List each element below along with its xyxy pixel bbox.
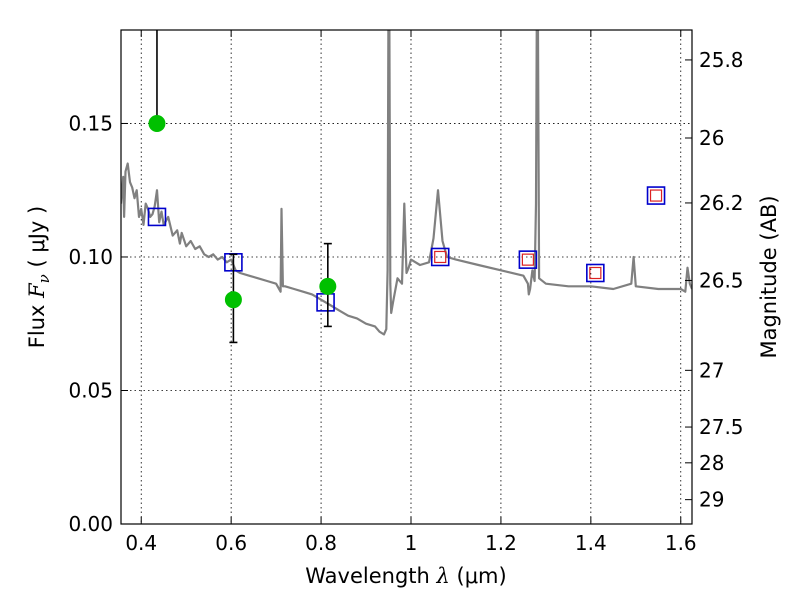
model-band-square <box>430 247 450 267</box>
model-band-square <box>646 186 666 205</box>
y2-tick-label: 26 <box>699 126 724 150</box>
observed-point <box>319 277 337 295</box>
y2-axis-label: Magnitude (AB) <box>757 195 781 358</box>
y2-tick-label: 27.5 <box>699 415 744 439</box>
y-tick-label: 0.00 <box>68 512 113 536</box>
plot-area <box>121 30 692 344</box>
x-tick-label: 0.8 <box>305 531 337 555</box>
model-band-inner-square <box>434 250 447 264</box>
y2-tick-label: 27 <box>699 358 724 382</box>
y2-tick-label: 26.5 <box>699 268 744 292</box>
y-axis-label: Flux Fν ( μJy ) <box>25 206 53 348</box>
model-band-inner-square <box>589 266 602 280</box>
x-tick-label: 1 <box>405 531 418 555</box>
x-axis-label: Wavelength λ (μm) <box>305 564 506 588</box>
model-band-square <box>518 250 538 269</box>
y-tick-label: 0.05 <box>68 378 113 402</box>
model-band-inner-square <box>649 189 663 202</box>
y2-tick-label: 28 <box>699 451 724 475</box>
model-band-square <box>586 263 605 283</box>
observed-point <box>224 291 242 309</box>
observed-point <box>148 114 166 132</box>
y2-tick-label: 29 <box>699 488 724 512</box>
y2-tick-label: 25.8 <box>699 48 744 72</box>
x-tick-label: 0.6 <box>215 531 247 555</box>
ticks: 0.4 0.6 0.8 1 1.2 1.4 1.6 0.00 0.05 0.10 0.15 25.8 2… <box>68 30 744 555</box>
x-tick-label: 1.2 <box>485 531 517 555</box>
y-tick-label: 0.10 <box>68 245 113 269</box>
x-tick-label: 1.6 <box>665 531 697 555</box>
x-tick-label: 1.4 <box>575 531 607 555</box>
model-spectrum-line <box>121 30 692 336</box>
y-tick-label: 0.15 <box>68 111 113 135</box>
plot-frame <box>120 29 693 525</box>
y2-tick-label: 26.2 <box>699 191 744 215</box>
model-band-inner-square <box>521 253 534 266</box>
grid <box>121 30 692 525</box>
x-tick-label: 0.4 <box>125 531 157 555</box>
model-band-square <box>147 207 167 227</box>
